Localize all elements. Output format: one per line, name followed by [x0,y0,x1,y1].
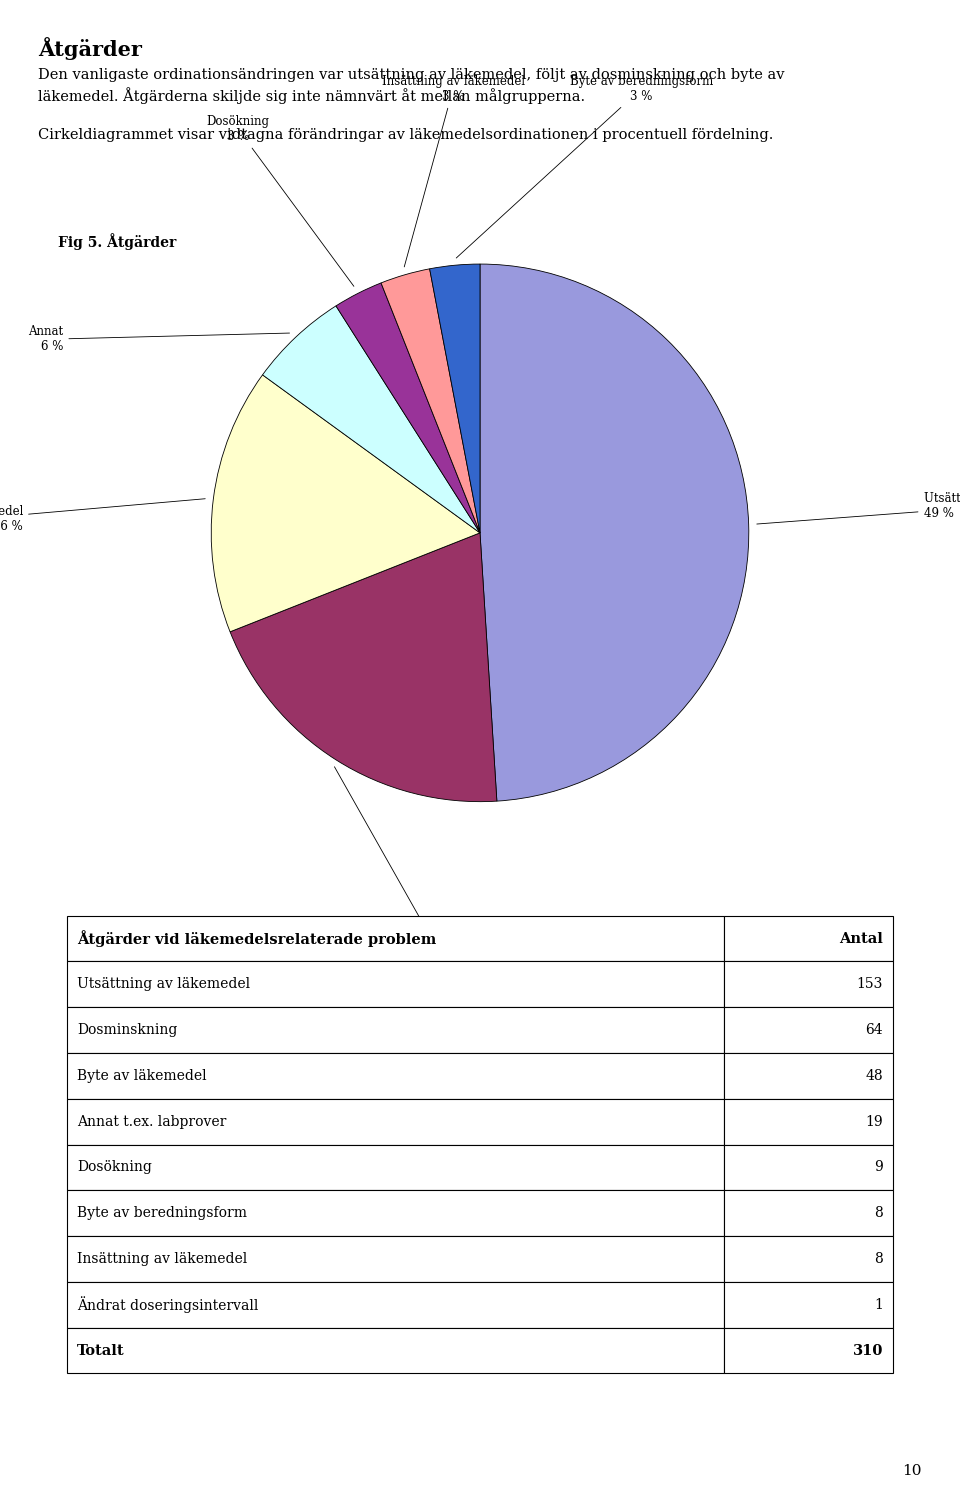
Text: 153: 153 [856,977,883,991]
Text: Dosökning
3 %: Dosökning 3 % [206,116,354,287]
Text: Åtgärder vid läkemedelsrelaterade problem: Åtgärder vid läkemedelsrelaterade proble… [77,931,437,947]
Wedge shape [262,306,480,533]
Bar [67,1145,724,1190]
Text: Cirkeldiagrammet visar vidtagna förändringar av läkemedelsordinationen i procent: Cirkeldiagrammet visar vidtagna förändri… [38,128,774,141]
Text: 48: 48 [865,1069,883,1082]
Text: läkemedel. Åtgärderna skiljde sig inte nämnvärt åt mellan målgrupperna.: läkemedel. Åtgärderna skiljde sig inte n… [38,87,586,104]
Bar [67,1190,724,1237]
Text: Byte av läkemedel
16 %: Byte av läkemedel 16 % [0,498,205,533]
Text: Den vanligaste ordinationsändringen var utsättning av läkemedel, följt av dosmin: Den vanligaste ordinationsändringen var … [38,68,785,81]
Text: Insättning av läkemedel
3 %: Insättning av läkemedel 3 % [381,75,525,267]
Text: Utsättning av läkemedel: Utsättning av läkemedel [77,977,251,991]
Text: Fig 5. Åtgärder: Fig 5. Åtgärder [58,233,176,249]
Bar [67,1237,724,1282]
Wedge shape [480,264,749,802]
Text: Dosminskning: Dosminskning [77,1024,178,1037]
Text: Åtgärder: Åtgärder [38,38,142,60]
Wedge shape [381,269,480,533]
Text: 64: 64 [865,1024,883,1037]
Text: 10: 10 [902,1465,922,1478]
Text: 9: 9 [875,1160,883,1174]
Wedge shape [336,282,480,533]
Text: Insättning av läkemedel: Insättning av läkemedel [77,1252,248,1265]
Wedge shape [230,533,497,802]
Bar [67,1099,724,1145]
Bar [67,962,724,1007]
Bar [724,1099,893,1145]
Wedge shape [211,375,480,632]
Bar [724,1007,893,1054]
Text: Antal: Antal [839,932,883,946]
Bar [724,1237,893,1282]
Bar [724,1190,893,1237]
Text: 8: 8 [875,1207,883,1220]
Bar [67,1007,724,1054]
Bar [67,916,724,961]
Bar [724,962,893,1007]
Text: 310: 310 [852,1343,883,1357]
Bar [67,1054,724,1099]
Text: Ändrat doseringsintervall: Ändrat doseringsintervall [77,1297,258,1313]
Text: Totalt: Totalt [77,1343,125,1357]
Bar [724,1145,893,1190]
Text: Dosökning: Dosökning [77,1160,152,1174]
Text: Byte av läkemedel: Byte av läkemedel [77,1069,206,1082]
Text: Byte av beredningsform
3 %: Byte av beredningsform 3 % [456,75,713,258]
Text: 8: 8 [875,1252,883,1265]
Text: Byte av beredningsform: Byte av beredningsform [77,1207,247,1220]
Bar [724,1282,893,1327]
Text: Annat
6 %: Annat 6 % [28,326,290,353]
Text: 1: 1 [874,1298,883,1312]
Text: Annat t.ex. labprover: Annat t.ex. labprover [77,1115,227,1129]
Text: Dosminskning
20 %: Dosminskning 20 % [334,767,495,991]
Bar [724,1327,893,1373]
Wedge shape [430,264,480,533]
Text: Utsättning av läkemedel
49 %: Utsättning av läkemedel 49 % [756,492,960,524]
Bar [724,916,893,961]
Bar [67,1327,724,1373]
Bar [724,1054,893,1099]
Bar [67,1282,724,1327]
Text: 19: 19 [865,1115,883,1129]
